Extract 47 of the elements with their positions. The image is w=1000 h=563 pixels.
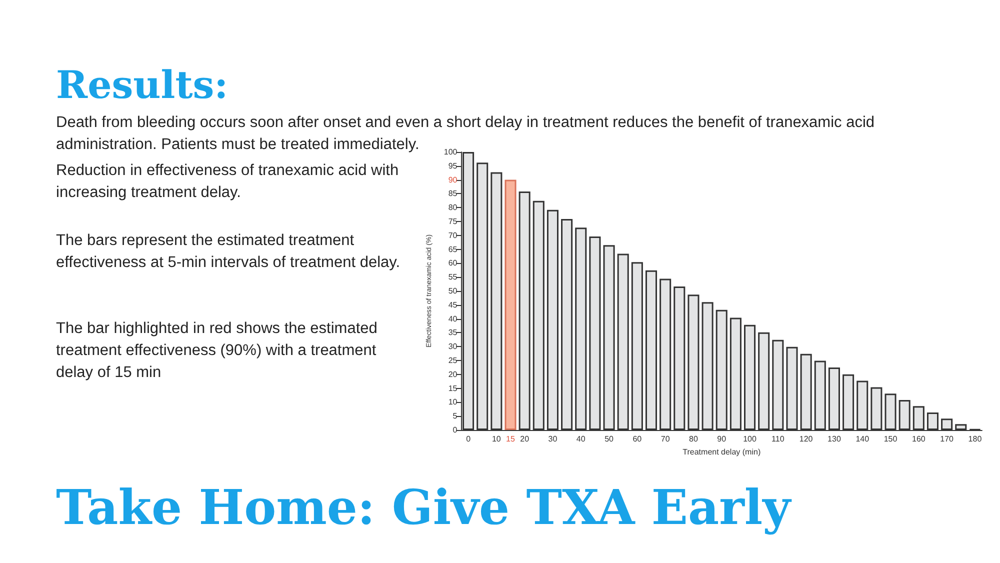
x-tick-label: 140 <box>856 434 870 444</box>
bar <box>504 180 516 430</box>
x-tick-label: 70 <box>660 434 670 444</box>
y-tick-label: 100 <box>444 148 458 156</box>
x-tick-label: 20 <box>520 434 530 444</box>
y-tick-label: 75 <box>448 217 458 226</box>
x-tick-label: 60 <box>632 434 642 444</box>
x-axis-title: Treatment delay (min) <box>682 448 761 456</box>
y-tick-label: 90 <box>448 175 458 184</box>
y-tick-label: 0 <box>452 426 458 434</box>
text: Reduction in effectiveness of tranexamic acid with increasing treatment delay. <box>56 161 400 203</box>
x-tick-label: 100 <box>743 434 757 444</box>
text: The bars represent the estimated treatment effectiveness at 5-min intervals of treatment delay. <box>56 231 402 273</box>
x-tick-label: 15 <box>506 434 516 444</box>
x-tick-label: 80 <box>689 434 698 444</box>
x-tick-label: 30 <box>548 434 558 444</box>
y-tick-label: 60 <box>448 258 458 268</box>
x-tick-label: 40 <box>576 434 586 444</box>
x-tick-label: 0 <box>466 434 472 444</box>
y-tick-label: 30 <box>448 342 458 352</box>
x-tick-label: 120 <box>799 434 814 444</box>
y-tick-label: 65 <box>448 244 458 254</box>
text: Take Home: Give TXA Early <box>56 480 793 536</box>
y-tick-label: 55 <box>448 272 458 282</box>
y-tick-label: 40 <box>448 314 458 324</box>
x-tick-label: 170 <box>940 434 954 444</box>
y-tick-label: 45 <box>448 300 458 310</box>
y-tick-label: 10 <box>448 398 458 407</box>
x-tick-label: 50 <box>604 434 614 444</box>
x-tick-label: 10 <box>492 434 502 444</box>
y-tick-label: 35 <box>448 328 458 338</box>
y-tick-label: 25 <box>448 356 458 365</box>
y-tick-label: 50 <box>448 286 458 296</box>
x-tick-label: 160 <box>912 434 926 444</box>
text: The bar highlighted in red shows the estimated treatment effectiveness (90%) with a treatment delay of 15 min <box>56 319 378 383</box>
x-tick-label: 130 <box>828 434 842 444</box>
x-tick-label: 150 <box>884 434 898 444</box>
y-tick-label: 85 <box>448 189 458 198</box>
y-tick-label: 95 <box>448 161 458 170</box>
y-tick-label: 70 <box>448 230 458 240</box>
x-tick-label: 180 <box>968 434 982 444</box>
text: Results: <box>56 62 228 107</box>
x-tick-label: 90 <box>717 434 727 444</box>
y-tick-label: 80 <box>448 203 458 212</box>
x-tick-label: 110 <box>772 434 785 444</box>
y-tick-label: 15 <box>448 384 458 393</box>
y-tick-label: 20 <box>448 370 458 379</box>
